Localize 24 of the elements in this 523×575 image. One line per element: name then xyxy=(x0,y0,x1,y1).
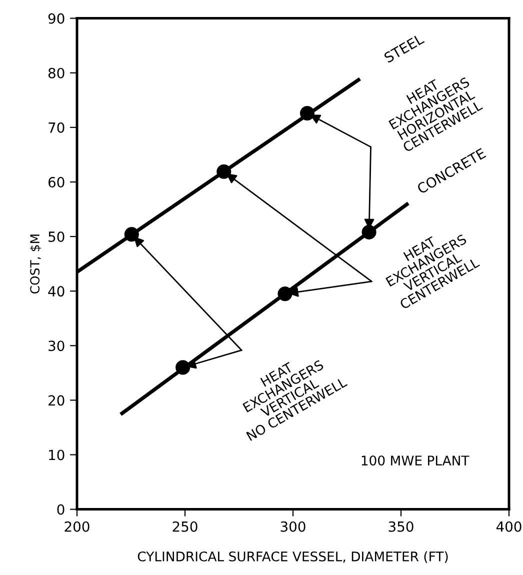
y-tick-label: 10 xyxy=(49,450,64,460)
y-tick-label: 90 xyxy=(48,13,64,24)
y-tick-label: 70 xyxy=(48,122,64,133)
x-tick-label: 200 xyxy=(64,521,90,532)
x-axis-title: CYLINDRICAL SURFACE VESSEL, DIAMETER (FT) xyxy=(138,551,448,563)
x-tick-label: 400 xyxy=(496,521,522,532)
y-axis-title: COST, $M xyxy=(30,234,42,294)
y-tick-label: 20 xyxy=(48,395,64,406)
x-tick-label: 250 xyxy=(172,521,198,532)
annotation: 100 MWE PLANT xyxy=(362,456,470,466)
y-tick-label: 50 xyxy=(48,231,64,242)
y-tick-label: 80 xyxy=(48,68,64,78)
point xyxy=(176,360,190,375)
y-tick-label: 40 xyxy=(48,286,64,297)
x-tick-label: 350 xyxy=(388,521,414,532)
point xyxy=(124,227,139,242)
y-tick-label: 30 xyxy=(48,340,64,352)
y-tick-label: 0 xyxy=(57,504,64,515)
point xyxy=(362,224,376,240)
point xyxy=(300,106,315,121)
point xyxy=(278,286,292,302)
x-tick-label: 300 xyxy=(280,521,306,532)
point xyxy=(216,164,232,179)
y-tick-label: 60 xyxy=(48,176,64,188)
